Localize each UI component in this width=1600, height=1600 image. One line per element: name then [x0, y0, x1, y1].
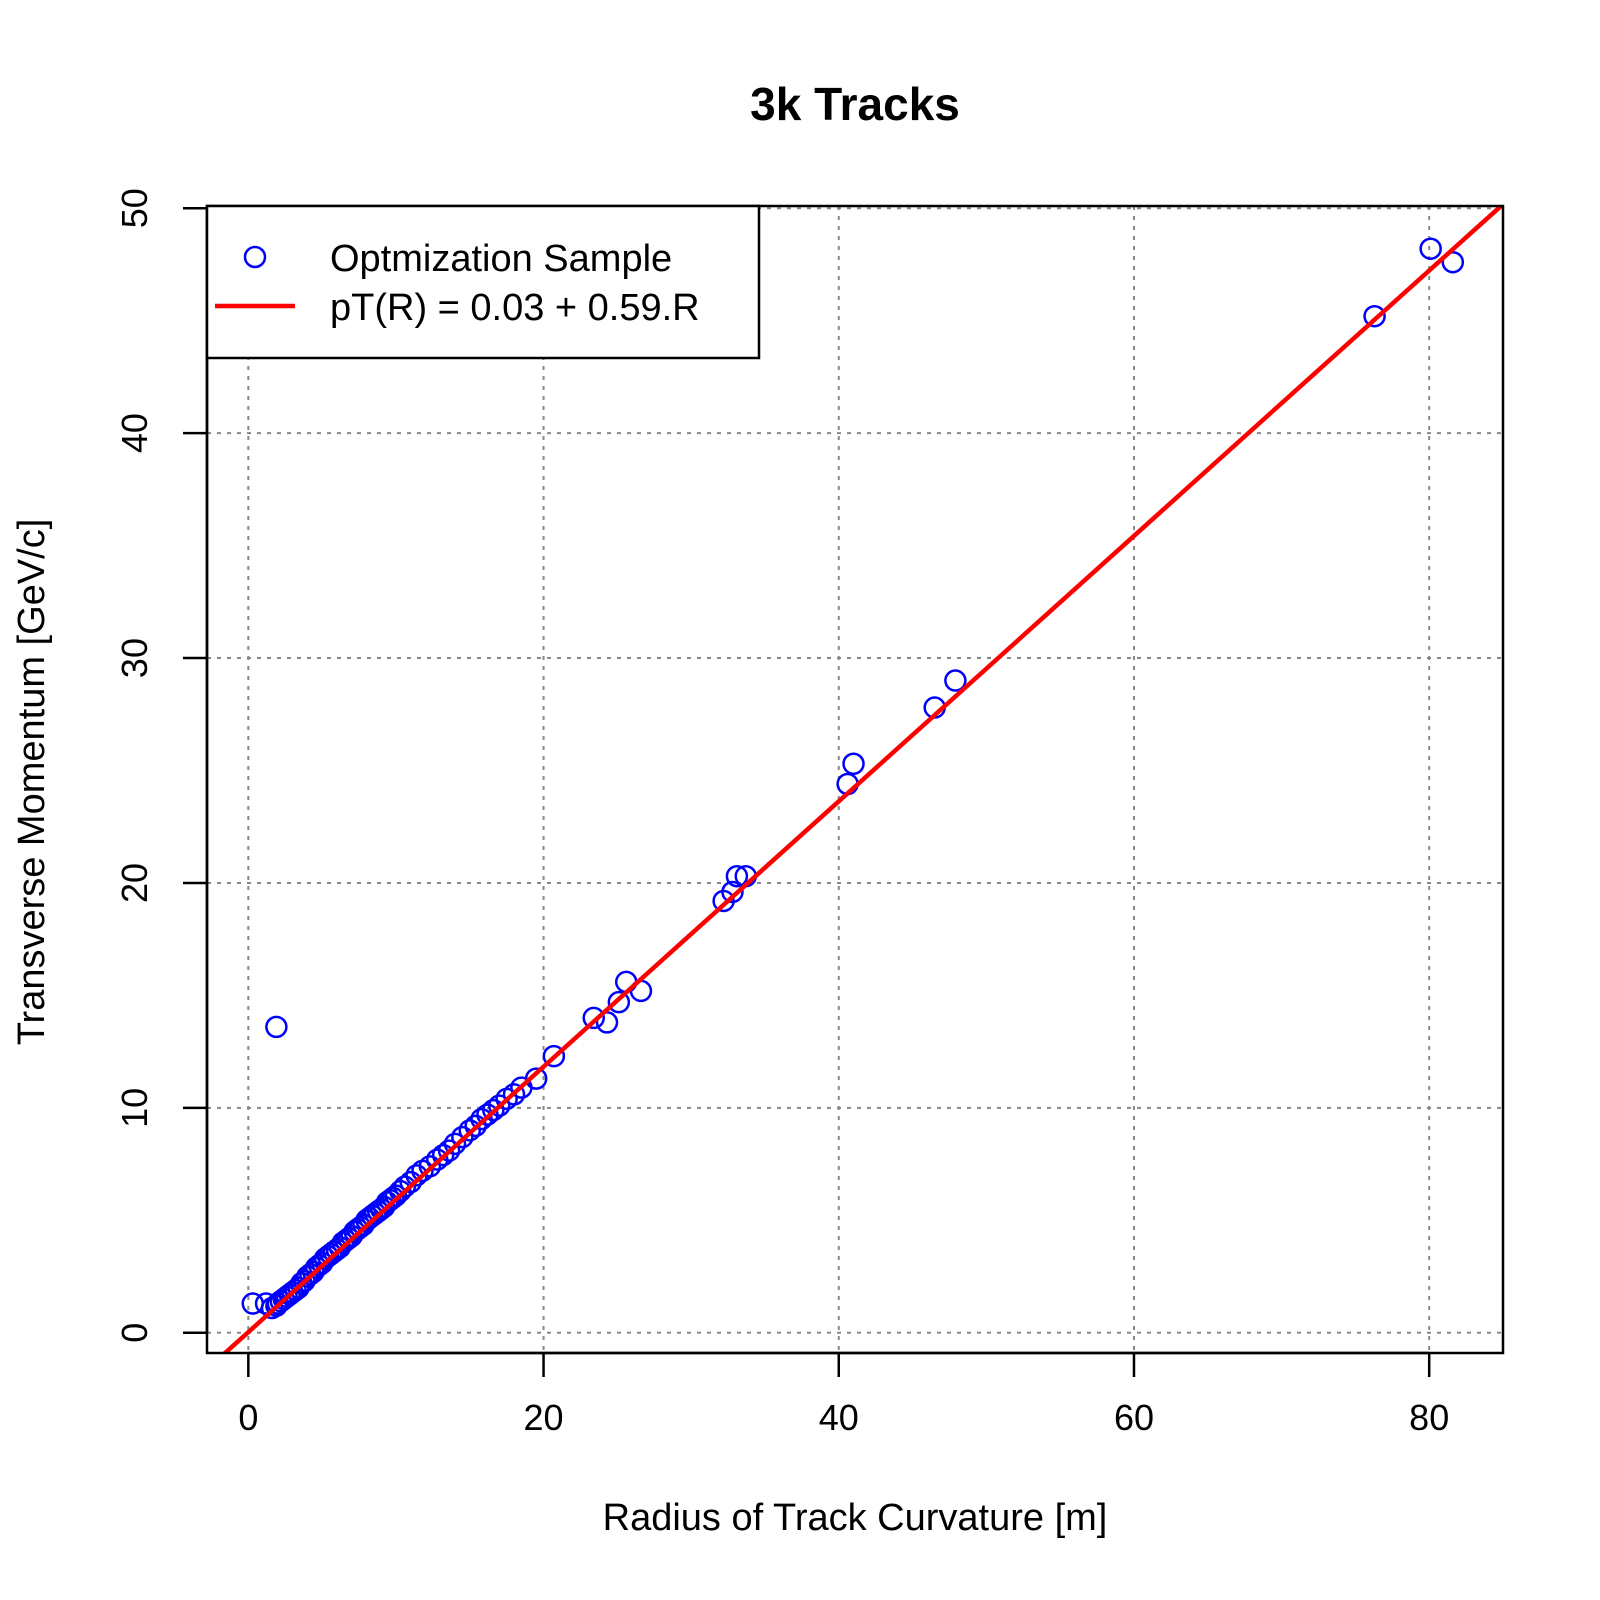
legend-label-points: Optmization Sample — [330, 238, 672, 280]
data-point — [524, 1067, 548, 1090]
y-axis-label: Transverse Momentum [GeV/c] — [11, 519, 53, 1046]
y-tick-label: 0 — [114, 1323, 155, 1343]
y-tick-label: 50 — [114, 188, 155, 228]
data-point — [399, 1170, 422, 1194]
fit-line — [221, 206, 1503, 1353]
legend-marker-points — [243, 245, 267, 269]
data-point — [1363, 304, 1386, 328]
data-layer — [221, 206, 1503, 1353]
x-axis-label: Radius of Track Curvature [m] — [603, 1497, 1108, 1539]
y-tick-label: 40 — [114, 413, 155, 453]
x-tick-label: 0 — [238, 1397, 258, 1438]
data-point — [458, 1119, 481, 1142]
data-point — [451, 1125, 474, 1149]
y-tick-label: 20 — [114, 863, 155, 903]
y-tick-label: 10 — [114, 1088, 155, 1128]
data-point — [582, 1006, 605, 1030]
data-point — [418, 1155, 442, 1178]
data-point — [464, 1114, 487, 1138]
data-point — [944, 669, 967, 692]
data-point — [443, 1132, 467, 1156]
grid-lines — [207, 206, 1503, 1353]
x-tick-label: 20 — [524, 1397, 564, 1438]
data-point — [542, 1044, 566, 1068]
data-point — [265, 1015, 288, 1039]
data-point — [502, 1083, 526, 1106]
x-tick-label: 80 — [1409, 1397, 1449, 1438]
legend-box — [205, 204, 761, 360]
data-point — [381, 1186, 405, 1210]
data-point — [482, 1098, 505, 1122]
axes: 0 20 40 60 80 0 10 20 30 40 50 — [114, 188, 1449, 1438]
plot-area — [221, 206, 1503, 1353]
data-point — [607, 990, 631, 1014]
legend-label-fit-line: pT(R) = 0.03 + 0.59.R — [330, 287, 700, 329]
chart-title: 3k Tracks — [750, 78, 960, 130]
y-tick-label: 30 — [114, 638, 155, 678]
data-point — [842, 752, 865, 776]
data-point — [431, 1143, 455, 1167]
data-point — [1419, 237, 1442, 260]
data-point — [725, 864, 749, 888]
data-point — [721, 880, 744, 904]
data-point — [437, 1139, 461, 1162]
x-tick-label: 60 — [1114, 1397, 1154, 1438]
data-point — [488, 1094, 511, 1117]
x-tick-label: 40 — [819, 1397, 859, 1438]
legend: Optmization Sample pT(R) = 0.03 + 0.59.R — [205, 204, 761, 360]
data-point — [393, 1175, 417, 1198]
